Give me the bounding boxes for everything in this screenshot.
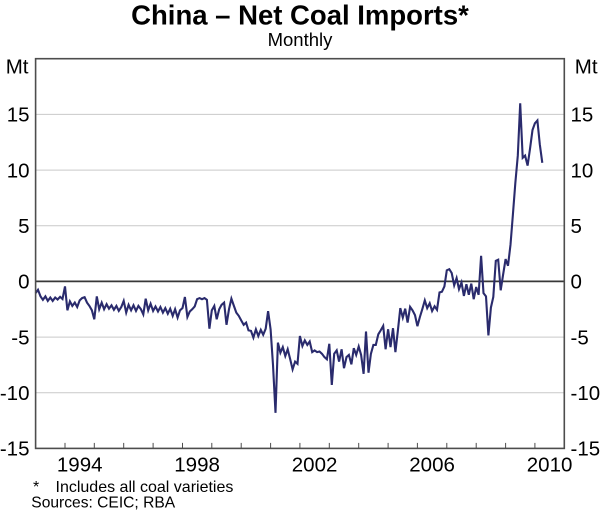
svg-text:10: 10 (571, 159, 594, 182)
svg-text:-15: -15 (0, 438, 30, 461)
svg-text:Includes all coal varieties: Includes all coal varieties (56, 479, 234, 496)
svg-text:*: * (33, 479, 39, 496)
svg-text:-10: -10 (571, 382, 600, 405)
svg-text:Sources: CEIC; RBA: Sources: CEIC; RBA (31, 495, 175, 512)
svg-text:-15: -15 (571, 438, 600, 461)
svg-text:0: 0 (18, 271, 29, 294)
svg-text:Monthly: Monthly (268, 29, 334, 50)
svg-text:15: 15 (571, 104, 594, 127)
svg-text:Mt: Mt (575, 56, 598, 79)
svg-text:2010: 2010 (527, 454, 573, 477)
svg-text:2006: 2006 (409, 454, 455, 477)
svg-text:China – Net Coal Imports*: China – Net Coal Imports* (131, 0, 469, 31)
svg-text:-5: -5 (11, 326, 29, 349)
svg-text:15: 15 (7, 104, 30, 127)
svg-text:1994: 1994 (57, 454, 103, 477)
svg-text:1998: 1998 (174, 454, 220, 477)
svg-text:2002: 2002 (292, 454, 338, 477)
svg-text:-5: -5 (571, 326, 589, 349)
svg-text:5: 5 (18, 215, 29, 238)
svg-text:Mt: Mt (6, 56, 29, 79)
svg-text:-10: -10 (0, 382, 30, 405)
svg-text:0: 0 (571, 271, 582, 294)
svg-text:5: 5 (571, 215, 582, 238)
svg-text:10: 10 (7, 159, 30, 182)
